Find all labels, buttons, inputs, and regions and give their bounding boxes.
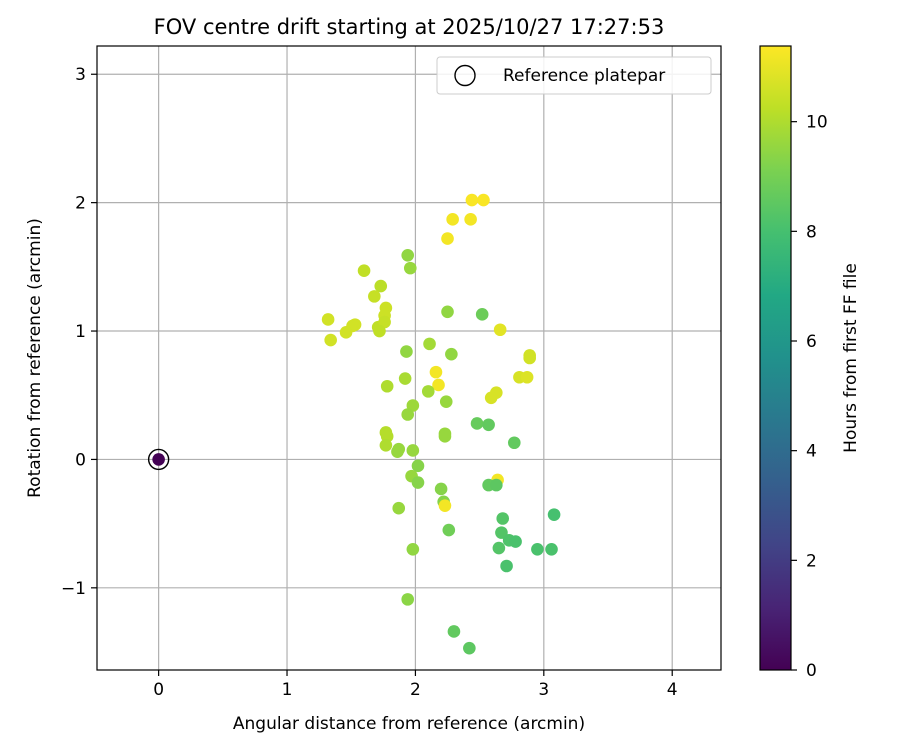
data-point xyxy=(368,290,381,303)
data-point xyxy=(531,543,544,556)
data-point xyxy=(406,543,420,556)
data-point xyxy=(507,436,521,450)
reference-point-ring xyxy=(147,448,170,471)
data-point xyxy=(401,248,415,262)
legend: Reference platepar xyxy=(436,56,712,95)
data-point xyxy=(380,379,394,393)
x-tick-label: 1 xyxy=(282,680,293,700)
data-point xyxy=(463,641,476,655)
colorbar-tick-label: 2 xyxy=(806,551,817,571)
data-point xyxy=(495,526,508,539)
data-point xyxy=(496,512,510,525)
legend-marker-icon xyxy=(454,64,476,87)
data-point xyxy=(520,370,534,384)
colorbar-tick-label: 6 xyxy=(806,332,817,352)
data-point xyxy=(445,347,458,361)
data-point xyxy=(500,559,513,573)
data-point xyxy=(324,333,337,347)
data-point xyxy=(475,308,489,321)
x-axis-label: Angular distance from reference (arcmin) xyxy=(233,714,585,734)
x-tick-label: 2 xyxy=(410,680,421,700)
data-point xyxy=(447,625,461,638)
data-point xyxy=(339,326,353,339)
x-tick-label: 3 xyxy=(538,680,549,700)
y-tick-label: 3 xyxy=(75,65,86,85)
data-point xyxy=(432,378,445,392)
data-point xyxy=(429,365,443,379)
x-tick-label: 0 xyxy=(153,680,164,700)
data-point xyxy=(470,417,484,430)
data-point xyxy=(411,476,425,489)
data-point xyxy=(509,535,522,548)
data-point xyxy=(357,264,371,277)
data-point xyxy=(348,318,362,331)
data-point xyxy=(379,439,393,452)
data-point xyxy=(438,430,452,443)
data-point xyxy=(492,541,506,555)
data-point xyxy=(464,213,477,226)
data-point xyxy=(391,445,404,459)
reference-point xyxy=(152,453,165,466)
data-point xyxy=(523,351,536,365)
data-point xyxy=(465,193,479,207)
data-point xyxy=(439,395,453,408)
data-point xyxy=(446,213,459,226)
data-point xyxy=(482,418,495,432)
legend-box xyxy=(436,56,712,95)
y-axis-label: Rotation from reference (arcmin) xyxy=(25,218,45,498)
data-point xyxy=(398,372,412,385)
plot-frame xyxy=(96,45,722,671)
x-axis-ticks: 0 1 2 3 4 xyxy=(153,670,678,700)
grid-lines xyxy=(97,46,721,670)
data-point xyxy=(423,337,436,351)
data-point xyxy=(438,499,452,512)
data-point xyxy=(442,523,456,537)
y-tick-label: 2 xyxy=(75,194,86,214)
data-point xyxy=(392,501,406,515)
data-point xyxy=(441,305,454,319)
data-point xyxy=(490,478,503,492)
data-point xyxy=(421,385,435,398)
data-point xyxy=(401,408,415,421)
legend-label: Reference platepar xyxy=(503,66,665,86)
y-tick-label: 1 xyxy=(75,322,86,342)
data-point xyxy=(547,508,561,521)
colorbar-tick-label: 10 xyxy=(806,113,828,133)
data-point xyxy=(545,543,558,556)
data-point xyxy=(493,323,507,337)
data-point xyxy=(406,444,420,457)
data-point xyxy=(374,279,388,293)
data-point xyxy=(441,232,454,245)
colorbar-label: Hours from first FF file xyxy=(841,263,861,453)
data-point xyxy=(477,193,490,207)
data-point xyxy=(411,459,425,473)
colorbar-tick-label: 8 xyxy=(806,222,817,242)
y-tick-label: −1 xyxy=(61,579,86,599)
y-axis-ticks: −1 0 1 2 3 xyxy=(61,65,97,599)
data-point xyxy=(321,313,335,326)
data-points xyxy=(147,193,561,655)
colorbar: 0 2 4 6 8 10 Hours from first FF file xyxy=(759,45,861,681)
x-tick-label: 4 xyxy=(667,680,678,700)
data-point xyxy=(434,482,448,496)
colorbar-gradient xyxy=(759,45,792,671)
y-tick-label: 0 xyxy=(75,450,86,470)
colorbar-tick-label: 0 xyxy=(806,661,817,681)
data-point xyxy=(403,261,417,275)
data-point xyxy=(373,324,386,338)
data-point xyxy=(484,391,498,405)
colorbar-ticks: 0 2 4 6 8 10 xyxy=(791,113,828,681)
chart-title: FOV centre drift starting at 2025/10/27 … xyxy=(154,15,665,39)
data-point xyxy=(401,593,415,606)
data-point xyxy=(400,345,413,358)
colorbar-tick-label: 4 xyxy=(806,442,817,462)
